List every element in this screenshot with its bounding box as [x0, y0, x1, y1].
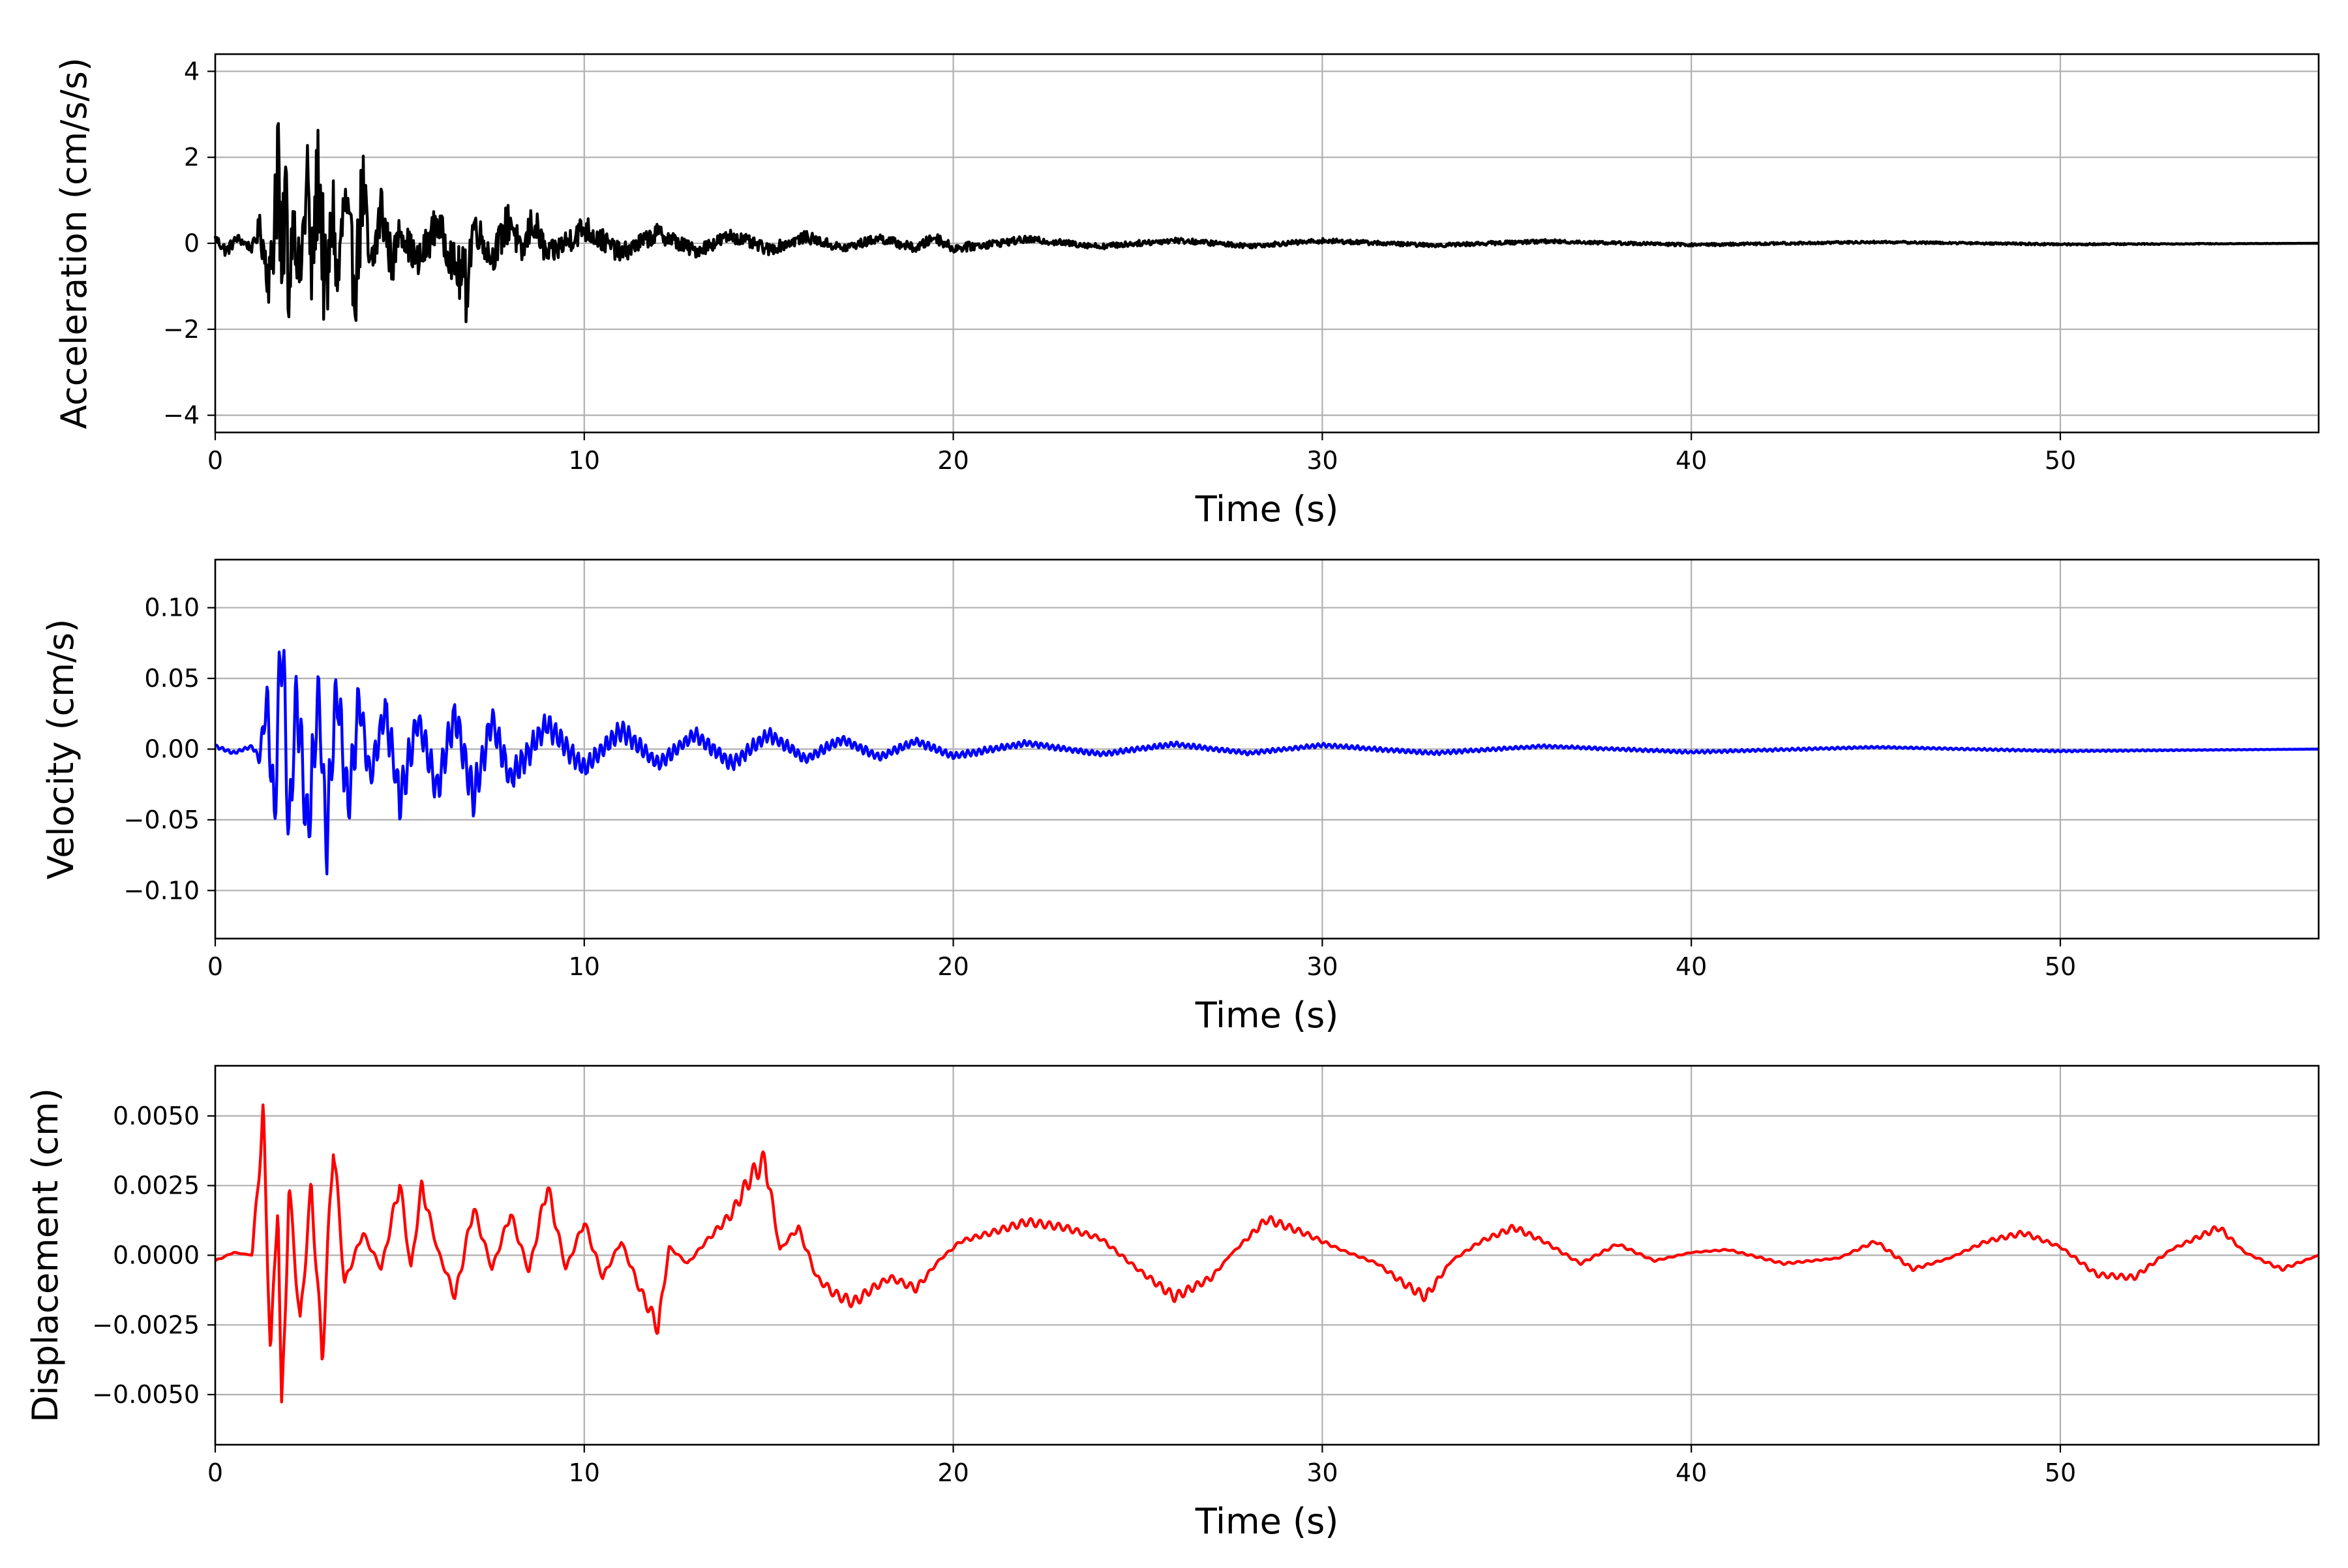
acceleration-x-tick-label: 20 [937, 446, 969, 475]
displacement-y-tick-label: −0.0050 [92, 1380, 200, 1409]
acceleration-y-tick-label: −2 [163, 315, 200, 344]
displacement-x-axis-label: Time (s) [1195, 1501, 1339, 1542]
acceleration-y-tick-label: 0 [184, 229, 200, 258]
displacement-series-line [214, 1103, 2320, 1404]
velocity-series-line [214, 648, 2320, 876]
displacement-x-tick-label: 50 [2045, 1458, 2076, 1487]
displacement-y-tick-label: −0.0025 [92, 1310, 200, 1339]
velocity-x-tick-label: 10 [569, 952, 600, 981]
displacement-x-tick-label: 0 [207, 1458, 223, 1487]
acceleration-y-tick-label: −4 [163, 401, 200, 430]
acceleration-x-tick-label: 30 [1306, 446, 1338, 475]
acceleration-x-tick-label: 10 [569, 446, 600, 475]
displacement-x-tick-label: 40 [1676, 1458, 1707, 1487]
velocity-x-tick-label: 20 [937, 952, 969, 981]
velocity-y-axis-label: Velocity (cm/s) [40, 619, 82, 880]
displacement-x-tick-label: 30 [1306, 1458, 1338, 1487]
velocity-y-tick-label: 0.10 [144, 594, 200, 622]
displacement-x-tick-label: 20 [937, 1458, 969, 1487]
velocity-x-tick-label: 0 [207, 952, 223, 981]
displacement-y-axis-label: Displacement (cm) [25, 1088, 66, 1423]
acceleration-y-tick-label: 4 [184, 57, 200, 85]
velocity-x-tick-label: 40 [1676, 952, 1707, 981]
acceleration-x-tick-label: 50 [2045, 446, 2076, 475]
acceleration-x-axis-label: Time (s) [1195, 489, 1339, 530]
displacement-y-tick-label: 0.0000 [113, 1241, 200, 1270]
acceleration-x-tick-label: 40 [1676, 446, 1707, 475]
velocity-y-tick-label: 0.05 [144, 664, 200, 693]
velocity-y-tick-label: −0.10 [124, 876, 200, 905]
velocity-y-tick-label: −0.05 [124, 806, 200, 834]
velocity-x-axis-label: Time (s) [1195, 995, 1339, 1036]
velocity-x-tick-label: 50 [2045, 952, 2076, 981]
displacement-x-tick-label: 10 [569, 1458, 600, 1487]
acceleration-x-tick-label: 0 [207, 446, 223, 475]
velocity-x-tick-label: 30 [1306, 952, 1338, 981]
velocity-y-tick-label: 0.00 [144, 735, 200, 764]
acceleration-y-axis-label: Acceleration (cm/s/s) [53, 57, 95, 429]
displacement-y-tick-label: 0.0025 [113, 1171, 200, 1200]
displacement-panel: 0 10 20 30 40 50 0.0050 0.0025 0.0000 −0.0025 −0.0… [25, 1064, 2320, 1542]
acceleration-y-tick-label: 2 [184, 143, 200, 172]
acceleration-series-line [213, 122, 2320, 324]
velocity-panel: 0 10 20 30 40 50 0.10 0.05 0.00 −0.05 −0.10 Time (s… [40, 558, 2320, 1036]
displacement-y-tick-label: 0.0050 [113, 1102, 200, 1130]
